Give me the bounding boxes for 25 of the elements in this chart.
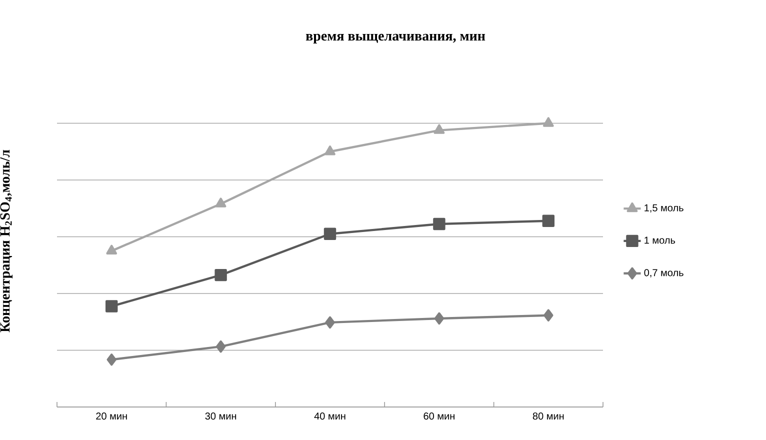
- x-tick-label: 20 мин: [96, 412, 127, 420]
- point: [215, 198, 226, 208]
- point: [106, 300, 118, 312]
- point: [106, 244, 118, 255]
- x-tick-label: 30 мин: [205, 412, 236, 420]
- point: [325, 316, 335, 329]
- point: [542, 117, 554, 127]
- point: [434, 312, 444, 325]
- x-tick-label: 80 мин: [532, 412, 564, 420]
- point: [544, 309, 554, 322]
- point: [433, 218, 446, 230]
- y-axis-title: Концентрация H$_{2}$SO$_{4}$,моль/л: [0, 150, 13, 332]
- point: [324, 228, 336, 240]
- legend-label: 1,5 моль: [644, 204, 684, 213]
- point: [216, 340, 226, 353]
- x-tick-label: 40 мин: [314, 412, 346, 420]
- legend-label: 1 моль: [644, 236, 676, 244]
- legend-label: 0,7 моль: [644, 269, 684, 278]
- point: [434, 124, 445, 134]
- point: [214, 268, 227, 282]
- point: [106, 354, 116, 366]
- point: [542, 214, 554, 227]
- point: [324, 146, 336, 156]
- x-tick-label: 60 мин: [424, 412, 454, 420]
- chart-title: время выщелачивания, мин: [306, 34, 486, 44]
